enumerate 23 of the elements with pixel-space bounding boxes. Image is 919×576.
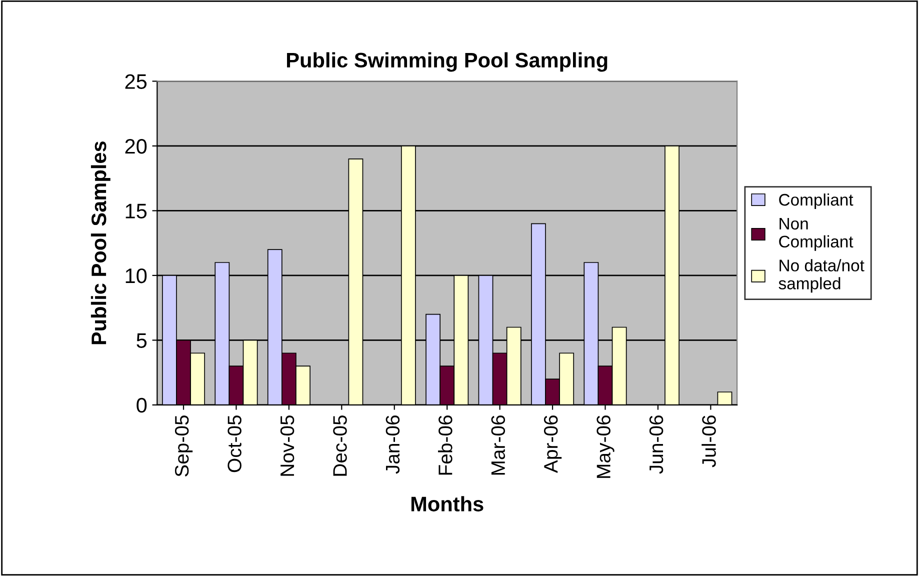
- x-tick-label: Jan-06: [386, 416, 400, 474]
- legend-label: Compliant: [779, 193, 854, 210]
- y-axis-title: Public Pool Samples: [90, 141, 110, 344]
- x-tick-label: Jul-06: [702, 416, 716, 468]
- chart-title: Public Swimming Pool Sampling: [287, 52, 608, 72]
- legend-label: Non Compliant: [779, 218, 854, 251]
- y-tick-label: 25: [125, 74, 147, 89]
- x-axis-title: Months: [411, 496, 484, 512]
- y-tick-label: 15: [126, 204, 147, 218]
- x-tick-label: Nov-05: [280, 415, 294, 476]
- y-tick-label: 10: [126, 268, 147, 284]
- x-tick-label: Mar-06: [491, 416, 506, 475]
- x-tick-label: Dec-05: [333, 415, 347, 476]
- x-tick-label: Apr-06: [544, 416, 562, 473]
- x-tick-label: May-06: [596, 416, 614, 478]
- x-tick-label: Jun-06: [649, 416, 664, 474]
- legend-label: No data/not sampled: [778, 259, 864, 293]
- y-tick-label: 5: [136, 333, 147, 348]
- x-tick-label: Oct-05: [228, 415, 242, 472]
- x-tick-label: Feb-06: [438, 416, 452, 475]
- y-tick-label: 0: [136, 398, 147, 413]
- y-tick-label: 20: [125, 138, 147, 154]
- x-tick-label: Sep-05: [174, 415, 193, 476]
